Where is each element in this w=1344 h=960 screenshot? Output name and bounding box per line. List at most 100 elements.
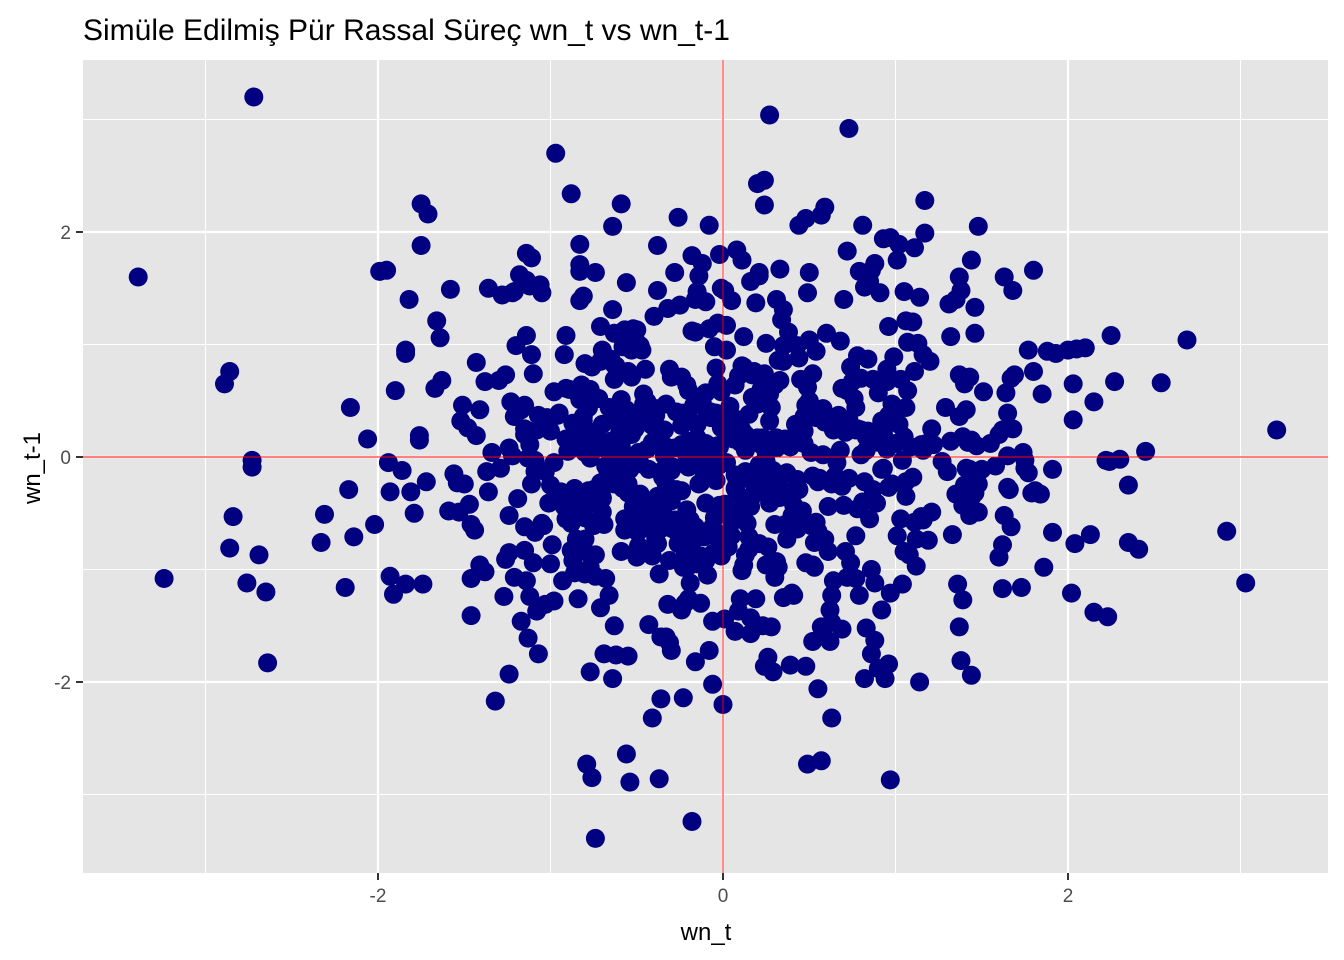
data-point: [494, 587, 514, 606]
data-point: [585, 545, 605, 565]
data-point: [830, 331, 850, 351]
data-point: [432, 371, 452, 390]
data-point: [1024, 362, 1043, 381]
data-point: [892, 574, 912, 594]
data-point: [758, 537, 778, 557]
y-tick-label: 0: [60, 448, 71, 469]
data-point: [803, 364, 823, 384]
data-point: [470, 400, 490, 420]
data-point: [784, 585, 804, 605]
data-point: [811, 751, 831, 771]
data-point: [953, 590, 973, 610]
x-tick-label: 2: [1063, 886, 1074, 907]
data-point: [968, 474, 988, 494]
data-point: [594, 515, 614, 534]
data-point: [915, 191, 935, 210]
data-point: [466, 426, 486, 446]
data-point: [696, 292, 716, 312]
data-point: [770, 259, 790, 279]
data-point: [839, 468, 859, 488]
data-point: [518, 628, 538, 648]
data-point: [663, 457, 683, 477]
data-point: [903, 467, 923, 487]
data-point: [1001, 517, 1021, 537]
data-point: [242, 450, 262, 470]
data-point: [654, 420, 674, 440]
data-point: [685, 652, 705, 672]
data-point: [522, 345, 541, 365]
data-point: [832, 619, 852, 639]
data-point: [817, 323, 836, 343]
data-point: [898, 381, 918, 401]
data-point: [1043, 522, 1062, 542]
data-point: [409, 426, 429, 446]
data-point: [960, 367, 980, 387]
data-point: [1236, 573, 1256, 593]
data-point: [1034, 557, 1054, 577]
data-point: [942, 525, 962, 545]
data-point: [561, 184, 581, 204]
data-point: [918, 530, 938, 550]
data-point: [249, 545, 269, 565]
data-point: [475, 562, 495, 582]
data-point: [620, 772, 640, 792]
data-point: [568, 589, 588, 609]
data-point: [754, 170, 774, 190]
data-point: [580, 662, 600, 682]
y-tick-label: -2: [54, 673, 71, 694]
data-point: [1084, 392, 1104, 412]
data-point: [998, 446, 1018, 466]
data-point: [837, 241, 857, 261]
data-point: [961, 250, 981, 270]
data-point: [627, 320, 647, 340]
data-point: [453, 395, 472, 415]
data-point: [585, 263, 605, 282]
data-point: [875, 669, 895, 689]
data-point: [1018, 463, 1038, 483]
data-point: [818, 542, 838, 561]
data-point: [534, 516, 554, 536]
data-point: [872, 600, 892, 620]
data-point: [413, 574, 433, 594]
data-point: [1129, 539, 1149, 559]
data-point: [754, 195, 774, 215]
data-point: [822, 585, 842, 605]
data-point: [585, 828, 605, 848]
data-point: [258, 653, 278, 673]
data-point: [924, 435, 943, 455]
data-point: [703, 674, 723, 694]
data-point: [220, 538, 240, 558]
data-point: [311, 533, 331, 552]
data-point: [905, 238, 924, 258]
data-point: [541, 554, 560, 574]
data-point: [520, 587, 540, 606]
data-point: [841, 553, 861, 573]
data-point: [511, 611, 531, 631]
data-point: [994, 267, 1014, 287]
data-point: [789, 348, 809, 368]
data-point: [779, 322, 798, 342]
data-point: [396, 574, 416, 594]
data-point: [761, 617, 781, 637]
data-point: [865, 254, 885, 273]
data-point: [879, 317, 899, 336]
data-point: [804, 557, 824, 577]
data-point: [894, 282, 914, 302]
data-point: [682, 812, 702, 831]
data-point: [734, 327, 754, 347]
data-point: [1063, 374, 1083, 394]
data-point: [1110, 449, 1130, 469]
data-point: [532, 283, 552, 303]
data-point: [879, 654, 899, 674]
data-point: [523, 364, 543, 384]
data-point: [339, 480, 359, 500]
data-point: [951, 651, 971, 671]
data-point: [396, 340, 416, 360]
data-point: [936, 398, 955, 417]
data-point: [1032, 384, 1052, 404]
data-point: [691, 593, 711, 613]
data-point: [773, 300, 793, 320]
data-point: [896, 398, 916, 417]
data-point: [499, 506, 519, 525]
data-point: [603, 300, 623, 320]
